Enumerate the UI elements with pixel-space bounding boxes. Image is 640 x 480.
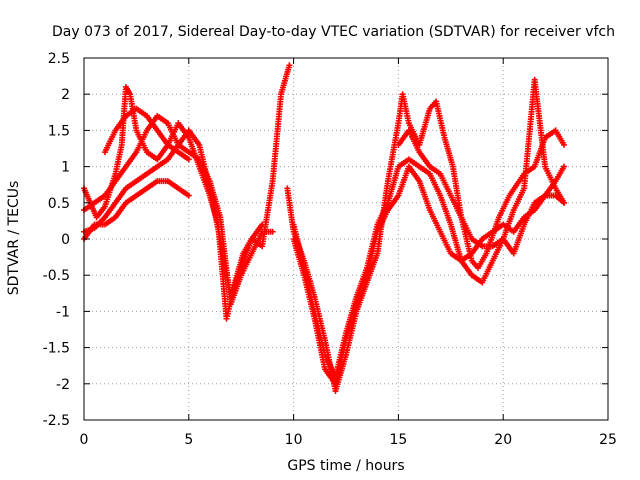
y-axis-tick-labels: -2.5 -2 -1.5 -1 -0.5 0 0.5 1 1.5 2 2.5	[43, 51, 70, 429]
y-tick-label: -2	[56, 377, 70, 393]
y-tick-label: -1	[56, 304, 70, 320]
data-point-trace-c	[259, 221, 266, 228]
axis-ticks	[83, 57, 609, 421]
x-tick-label: 25	[599, 432, 617, 448]
y-axis-label: SDTVAR / TECUs	[6, 181, 22, 296]
x-tick-label: 10	[285, 432, 303, 448]
data-point-trace-a	[286, 62, 293, 69]
y-tick-label: -2.5	[43, 413, 70, 429]
x-tick-label: 0	[80, 432, 89, 448]
data-point-trace-f	[560, 141, 567, 148]
y-tick-label: 1	[61, 160, 70, 176]
data-points	[81, 62, 567, 395]
y-tick-label: 2.5	[48, 51, 70, 67]
data-point-trace-d	[185, 192, 192, 199]
x-tick-label: 20	[494, 432, 512, 448]
data-point-trace-b	[269, 228, 276, 235]
y-tick-label: 2	[61, 87, 70, 103]
data-point-trace-h	[560, 199, 567, 206]
y-tick-label: 0	[61, 232, 70, 248]
x-axis-label: GPS time / hours	[287, 458, 404, 474]
chart-title: Day 073 of 2017, Sidereal Day-to-day VTE…	[52, 24, 615, 40]
y-tick-label: -1.5	[43, 341, 70, 357]
data-point-trace-i	[560, 163, 567, 170]
y-tick-label: -0.5	[43, 268, 70, 284]
y-tick-label: 1.5	[48, 123, 70, 139]
x-axis-tick-labels: 0 5 10 15 20 25	[80, 432, 617, 448]
x-tick-label: 5	[184, 432, 193, 448]
y-tick-label: 0.5	[48, 196, 70, 212]
x-tick-label: 15	[389, 432, 407, 448]
data-point-trace-e	[185, 156, 192, 163]
